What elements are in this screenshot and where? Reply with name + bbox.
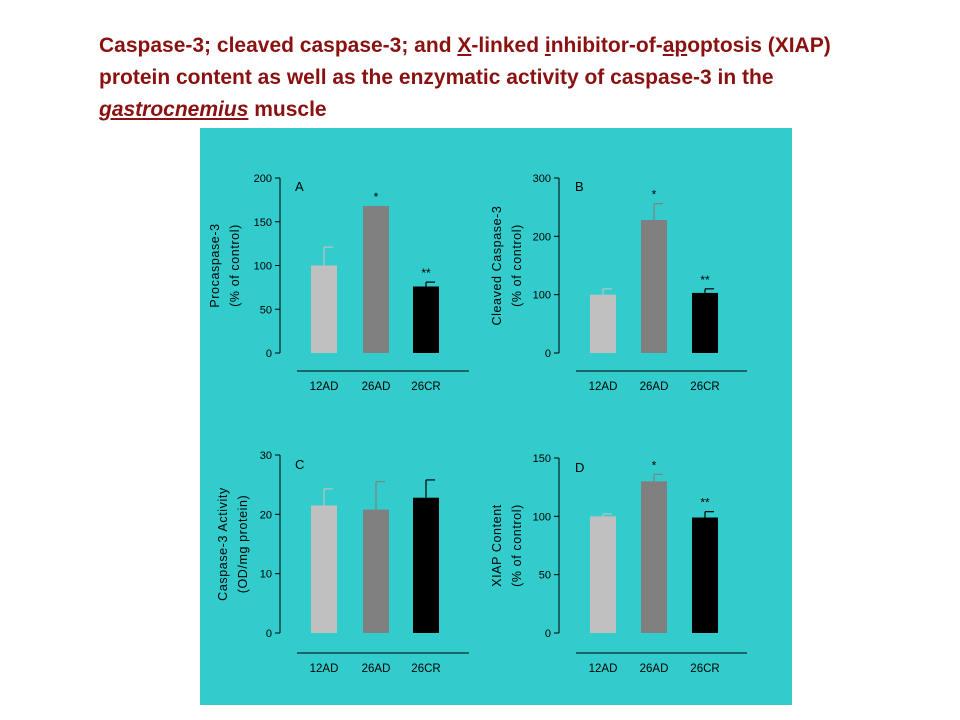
y-axis-label-units: (OD/mg protein)	[236, 495, 250, 594]
bar	[311, 265, 337, 353]
title-part: optosis (XIAP) protein content as well a…	[99, 34, 831, 89]
y-tick-label: 0	[266, 348, 272, 360]
x-tick-label: 26AD	[640, 663, 669, 675]
y-tick-label: 10	[260, 569, 272, 581]
significance-marker: **	[421, 266, 431, 280]
x-tick-label: 26AD	[640, 381, 669, 393]
x-tick-label: 12AD	[589, 381, 618, 393]
y-axis-label-units: (% of control)	[510, 504, 524, 587]
title-part: X	[457, 34, 472, 57]
y-tick-label: 30	[260, 450, 272, 462]
y-axis-label-units: (% of control)	[228, 224, 242, 307]
x-tick-label: 12AD	[310, 381, 339, 393]
bar	[413, 286, 439, 353]
x-tick-label: 26CR	[690, 381, 719, 393]
y-axis-label: XIAP Content	[490, 504, 504, 587]
y-tick-label: 100	[254, 261, 272, 273]
title-part: muscle	[248, 98, 327, 121]
x-tick-label: 26CR	[411, 663, 440, 675]
y-axis-label-units: (% of control)	[510, 224, 524, 307]
y-tick-label: 200	[254, 173, 272, 185]
y-tick-label: 150	[533, 453, 551, 465]
significance-marker: *	[652, 188, 657, 202]
y-tick-label: 50	[260, 304, 272, 316]
title-part: ap	[662, 34, 688, 57]
title-part: -linked	[471, 34, 545, 57]
y-tick-label: 20	[260, 509, 272, 521]
panel-letter: B	[575, 179, 584, 194]
y-tick-label: 0	[545, 348, 551, 360]
bar	[692, 292, 718, 353]
figure-panel: 0 50 100 150 200 A Procaspase-3 (% of control) 1…	[200, 128, 792, 705]
y-tick-label: 100	[533, 511, 551, 523]
y-axis-label: Procaspase-3	[208, 223, 222, 307]
bar	[590, 294, 616, 353]
bar	[641, 481, 667, 633]
significance-marker: *	[652, 458, 657, 472]
bar	[413, 497, 439, 633]
y-tick-label: 50	[539, 570, 551, 582]
slide-title: Caspase-3; cleaved caspase-3; and X-link…	[99, 30, 839, 126]
y-tick-label: 0	[266, 628, 272, 640]
panel-letter: C	[295, 457, 304, 472]
title-part: Caspase-3; cleaved caspase-3; and	[99, 34, 458, 57]
significance-marker: **	[700, 496, 710, 510]
y-tick-label: 300	[533, 173, 551, 185]
x-tick-label: 12AD	[310, 663, 339, 675]
bar	[590, 516, 616, 633]
bar	[311, 505, 337, 633]
significance-marker: *	[374, 190, 379, 204]
x-tick-label: 26AD	[362, 381, 391, 393]
y-tick-label: 200	[533, 231, 551, 243]
y-axis-label: Caspase-3 Activity	[216, 487, 230, 601]
title-part: gastrocnemius	[99, 98, 249, 121]
x-tick-label: 26CR	[411, 381, 440, 393]
panel-letter: A	[295, 179, 304, 194]
y-tick-label: 100	[533, 290, 551, 302]
bar	[692, 517, 718, 633]
title-part: nhibitor-of-	[550, 34, 663, 57]
x-tick-label: 12AD	[589, 663, 618, 675]
y-tick-label: 0	[545, 628, 551, 640]
y-tick-label: 150	[254, 217, 272, 229]
bar	[363, 206, 389, 353]
bar	[641, 220, 667, 353]
title-part: i	[544, 34, 551, 57]
panel-letter: D	[575, 460, 584, 475]
x-tick-label: 26CR	[690, 663, 719, 675]
y-axis-label: Cleaved Caspase-3	[490, 206, 504, 326]
bar	[363, 509, 389, 633]
x-tick-label: 26AD	[362, 663, 391, 675]
significance-marker: **	[700, 273, 710, 287]
